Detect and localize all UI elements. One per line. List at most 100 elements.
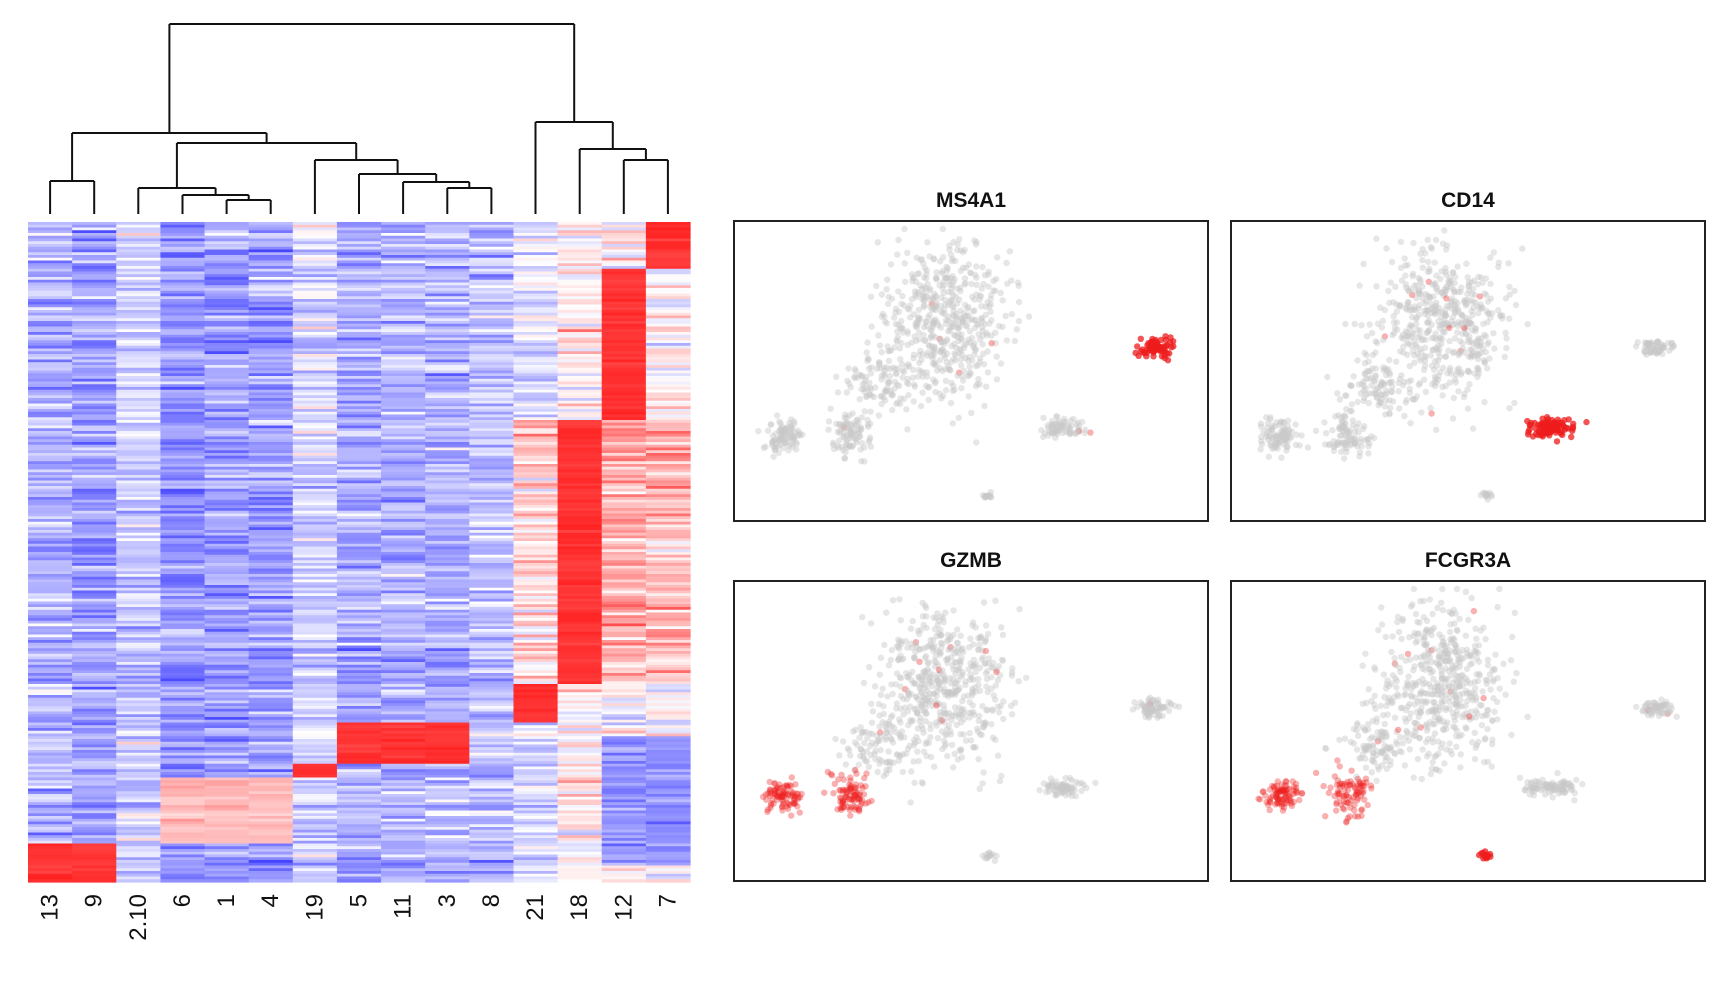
tsne-cell bbox=[1433, 272, 1440, 279]
tsne-cell bbox=[1444, 370, 1451, 377]
tsne-cell bbox=[1398, 635, 1405, 643]
tsne-cell bbox=[934, 734, 942, 742]
tsne-cell bbox=[1474, 352, 1481, 359]
tsne-cell bbox=[934, 367, 941, 374]
tsne-cell bbox=[930, 306, 937, 313]
tsne-cell bbox=[885, 379, 893, 387]
tsne-cell bbox=[1015, 282, 1022, 290]
tsne-cell bbox=[1466, 381, 1473, 388]
tsne-cell bbox=[882, 318, 889, 325]
tsne-cell bbox=[836, 429, 843, 437]
tsne-cell bbox=[1402, 685, 1409, 692]
tsne-cell bbox=[948, 296, 955, 303]
tsne-cell bbox=[899, 292, 906, 300]
tsne-cell bbox=[1446, 303, 1453, 310]
tsne-cell bbox=[845, 443, 853, 450]
tsne-cell bbox=[1482, 676, 1490, 684]
tsne-cell bbox=[1429, 610, 1436, 618]
tsne-cell bbox=[875, 332, 882, 339]
tsne-cell bbox=[1475, 370, 1483, 377]
tsne-cell bbox=[863, 385, 871, 392]
tsne-cell bbox=[1438, 599, 1445, 606]
tsne-cell bbox=[954, 372, 961, 379]
tsne-cell bbox=[1398, 334, 1405, 341]
tsne-cell bbox=[1417, 661, 1425, 668]
tsne-cell bbox=[1371, 692, 1378, 699]
tsne-cell bbox=[1481, 398, 1488, 406]
tsne-cell bbox=[930, 352, 937, 359]
tsne-cell bbox=[1524, 321, 1531, 328]
tsne-cell bbox=[1464, 405, 1472, 412]
tsne-cell bbox=[988, 685, 995, 692]
tsne-cell bbox=[907, 314, 914, 321]
tsne-cell bbox=[1045, 424, 1052, 431]
tsne-cell bbox=[1421, 307, 1428, 315]
tsne-cell bbox=[1059, 422, 1066, 429]
tsne-cell bbox=[986, 320, 993, 327]
tsne-cell bbox=[941, 274, 949, 281]
tsne-cell bbox=[901, 260, 908, 267]
tsne-cell bbox=[1405, 288, 1413, 295]
tsne-cell bbox=[1336, 784, 1344, 791]
tsne-cell bbox=[939, 285, 946, 292]
tsne-cell bbox=[947, 275, 954, 282]
tsne-cell bbox=[1474, 677, 1482, 685]
tsne-cell bbox=[1453, 626, 1461, 634]
tsne-cell bbox=[857, 446, 864, 453]
tsne-cell bbox=[790, 800, 797, 807]
tsne-cell bbox=[1484, 298, 1492, 305]
tsne-cell bbox=[1462, 588, 1470, 595]
tsne-cell bbox=[857, 426, 864, 434]
tsne-cell bbox=[1490, 249, 1498, 256]
tsne-cell bbox=[932, 653, 939, 660]
tsne-cell bbox=[1457, 347, 1464, 355]
tsne-cell bbox=[1466, 316, 1473, 324]
tsne-cell bbox=[1413, 316, 1420, 323]
tsne-cell bbox=[844, 420, 852, 427]
tsne-cell bbox=[940, 348, 948, 355]
tsne-cell bbox=[1383, 245, 1390, 252]
tsne-cell bbox=[1430, 293, 1437, 300]
tsne-cell bbox=[1391, 714, 1399, 721]
tsne-cell bbox=[916, 359, 923, 367]
tsne-cell bbox=[958, 385, 965, 392]
tsne-cell bbox=[1292, 421, 1299, 428]
tsne-cell bbox=[957, 658, 964, 665]
tsne-cell bbox=[778, 434, 785, 441]
tsne-cell bbox=[1436, 353, 1444, 360]
tsne-cell bbox=[866, 434, 874, 441]
tsne-cell bbox=[1429, 381, 1436, 388]
tsne-cell bbox=[888, 390, 895, 397]
tsne-cell bbox=[1431, 259, 1438, 266]
tsne-cell bbox=[866, 436, 873, 444]
tsne-cell bbox=[909, 644, 916, 652]
tsne-cell bbox=[1373, 235, 1380, 242]
tsne-cell bbox=[1458, 321, 1465, 328]
tsne-cell bbox=[888, 392, 895, 399]
tsne-cell bbox=[936, 258, 944, 265]
tsne-cell bbox=[772, 790, 779, 797]
tsne-cell bbox=[861, 380, 869, 387]
tsne-cell bbox=[912, 337, 920, 344]
tsne-cell bbox=[1474, 373, 1481, 381]
tsne-cell bbox=[1490, 330, 1497, 337]
tsne-cell bbox=[1430, 675, 1437, 683]
tsne-cell bbox=[1481, 759, 1488, 766]
tsne-cell bbox=[892, 305, 900, 313]
tsne-cell bbox=[829, 441, 837, 448]
tsne-cell bbox=[936, 680, 943, 687]
tsne-cell bbox=[972, 382, 980, 390]
tsne-cell bbox=[896, 345, 904, 352]
tsne-cell bbox=[1157, 336, 1165, 344]
tsne-cell bbox=[1519, 245, 1526, 252]
tsne-cell bbox=[856, 433, 864, 440]
tsne-cell bbox=[946, 674, 953, 682]
tsne-cell bbox=[1371, 664, 1378, 671]
tsne-cell bbox=[1378, 621, 1386, 628]
tsne-cell bbox=[1446, 740, 1453, 747]
tsne-cell bbox=[1472, 707, 1480, 714]
tsne-cell bbox=[929, 320, 936, 327]
tsne-cell bbox=[781, 425, 789, 433]
tsne-cell bbox=[1339, 805, 1347, 812]
tsne-cell bbox=[1413, 295, 1420, 302]
